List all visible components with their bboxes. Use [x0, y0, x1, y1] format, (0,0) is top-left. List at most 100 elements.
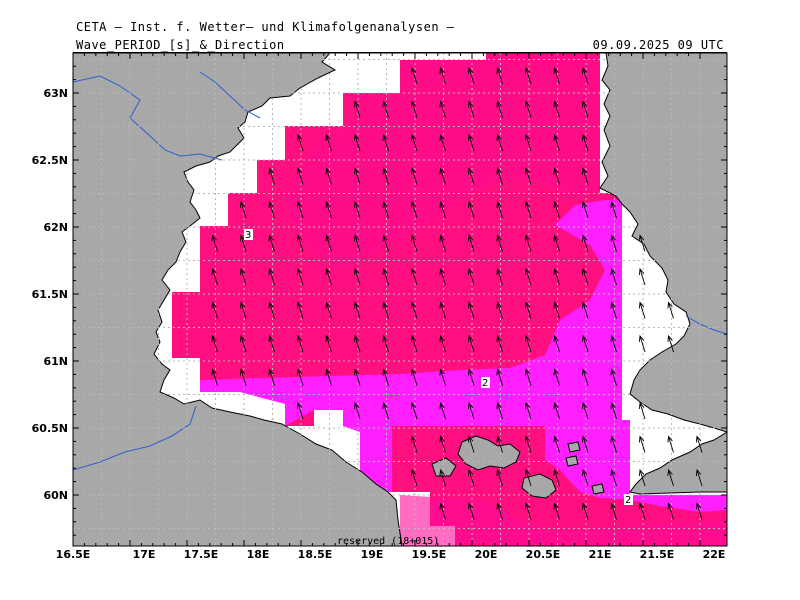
wave-arrow: [496, 435, 503, 453]
wave-arrow: [239, 368, 247, 386]
lon-label: 20.5E: [526, 548, 561, 561]
wave-arrow: [496, 334, 503, 353]
lon-label: 18E: [247, 548, 270, 561]
lon-label: 21.5E: [640, 548, 675, 561]
wave-arrow: [353, 301, 361, 319]
wave-arrow: [467, 167, 475, 185]
wave-arrow: [610, 200, 617, 219]
wave-arrow: [211, 334, 218, 353]
wave-arrow: [410, 167, 418, 185]
wave-arrow: [211, 267, 218, 286]
wave-arrow: [439, 401, 446, 420]
wave-arrow: [524, 301, 532, 319]
wave-arrow: [553, 234, 560, 252]
wave-arrow: [581, 334, 589, 353]
svg-text:2: 2: [482, 378, 488, 389]
wave-arrow: [467, 100, 475, 118]
wave-arrow: [296, 401, 304, 420]
wave-arrow: [410, 200, 418, 219]
lon-label: 18.5E: [298, 548, 333, 561]
wave-arrow: [382, 234, 389, 252]
wave-arrow: [667, 334, 674, 353]
wave-arrow: [382, 100, 389, 118]
wave-arrow: [496, 301, 503, 319]
lon-label: 20E: [475, 548, 498, 561]
wave-arrow: [353, 401, 361, 420]
wave-arrow: [610, 435, 617, 453]
wave-arrow: [325, 200, 332, 219]
wave-arrow: [467, 435, 475, 453]
wave-arrow: [581, 368, 589, 386]
wave-arrow: [353, 267, 361, 286]
contour-label: 2: [481, 377, 490, 389]
lon-labels: 16.5E 17E 17.5E 18E 18.5E 19E 19.5E 20E …: [56, 548, 726, 561]
wave-arrow: [410, 133, 418, 152]
wave-arrow: [667, 502, 674, 520]
wave-arrow: [410, 100, 418, 118]
wave-arrow: [410, 66, 418, 85]
wave-arrow: [581, 502, 589, 520]
wave-arrow: [581, 133, 589, 152]
wave-arrow: [410, 267, 418, 286]
parameter-label: Wave_PERIOD_[s]_&_Direction: [76, 38, 285, 52]
wave-arrow: [382, 267, 389, 286]
wave-arrow: [610, 401, 617, 420]
wave-arrow: [467, 301, 475, 319]
wave-arrow: [610, 301, 617, 319]
land-islet: [567, 441, 581, 453]
graticule: [73, 53, 727, 546]
wave-arrow: [439, 66, 446, 85]
wave-arrow: [496, 368, 503, 386]
wave-arrow: [467, 334, 475, 353]
wave-arrow: [325, 368, 332, 386]
wave-arrow: [353, 200, 361, 219]
lat-label: 63N: [43, 87, 68, 100]
wave-arrow: [581, 167, 589, 185]
border-county: [199, 71, 261, 119]
wave-arrow: [638, 502, 646, 520]
wave-arrow: [496, 133, 503, 152]
wave-arrow: [467, 468, 475, 487]
wave-arrow: [439, 301, 446, 319]
wave-arrow: [581, 200, 589, 219]
lat-label: 61N: [43, 355, 68, 368]
wave-arrow: [353, 133, 361, 152]
wave-arrow: [524, 401, 532, 420]
wave-arrow: [553, 368, 560, 386]
wave-arrow: [325, 301, 332, 319]
wave-arrow: [638, 468, 646, 487]
wave-arrow: [410, 468, 418, 487]
lon-label: 16.5E: [56, 548, 91, 561]
lat-label: 60N: [43, 489, 68, 502]
lat-label: 61.5N: [32, 288, 68, 301]
wave-arrow: [353, 234, 361, 252]
wave-arrow: [382, 368, 389, 386]
wave-arrow: [667, 301, 674, 319]
lat-label: 62N: [43, 221, 68, 234]
wave-arrow: [610, 334, 617, 353]
wave-arrow: [524, 167, 532, 185]
lat-label: 62.5N: [32, 154, 68, 167]
wave-arrow: [325, 334, 332, 353]
wave-arrow: [439, 133, 446, 152]
wave-arrow: [638, 435, 646, 453]
wave-arrow: [553, 401, 560, 420]
wave-arrow: [382, 334, 389, 353]
wave-arrow: [524, 435, 532, 453]
lon-label: 22E: [703, 548, 726, 561]
wave-arrow: [296, 234, 304, 252]
svg-text:3: 3: [245, 230, 251, 241]
valid-time-label: 09.09.2025 09 UTC: [592, 38, 724, 52]
wave-arrow: [524, 234, 532, 252]
wave-arrow: [496, 167, 503, 185]
wave-arrow: [610, 368, 617, 386]
wave-arrow: [467, 200, 475, 219]
wave-arrow: [638, 401, 646, 420]
wave-arrow: [268, 200, 275, 219]
land-finland: [599, 53, 727, 433]
wave-arrow: [553, 200, 560, 219]
wave-arrow: [638, 234, 646, 252]
wave-arrow: [467, 368, 475, 386]
wave-arrow: [382, 167, 389, 185]
